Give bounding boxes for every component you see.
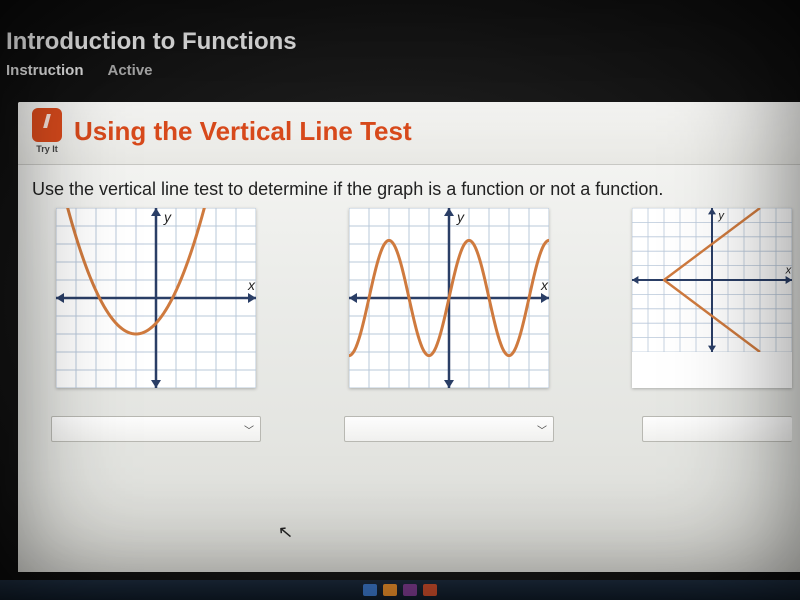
taskbar xyxy=(0,580,800,600)
graph-2: xy xyxy=(349,208,549,388)
nav-active[interactable]: Active xyxy=(108,62,153,79)
content-board: Try It Using the Vertical Line Test Use … xyxy=(18,102,800,572)
answer-dropdown-1[interactable]: ﹀ xyxy=(51,416,261,442)
svg-text:y: y xyxy=(717,210,725,222)
taskbar-app-icon[interactable] xyxy=(383,584,397,596)
answer-dropdown-3[interactable] xyxy=(642,416,792,442)
nav-instruction[interactable]: Instruction xyxy=(6,62,84,79)
cursor-icon: ↖ xyxy=(277,521,294,543)
taskbar-app-icon[interactable] xyxy=(403,584,417,596)
question-prompt: Use the vertical line test to determine … xyxy=(18,165,800,208)
graph-3: xy xyxy=(632,208,792,388)
svg-text:x: x xyxy=(540,277,549,293)
graph-1: xy xyxy=(56,208,256,388)
section-title: Using the Vertical Line Test xyxy=(74,116,412,147)
svg-text:y: y xyxy=(456,209,465,225)
svg-text:x: x xyxy=(247,277,256,293)
answer-dropdown-2[interactable]: ﹀ xyxy=(344,416,554,442)
tryit-badge: Try It xyxy=(32,108,62,154)
chevron-down-icon: ﹀ xyxy=(537,422,547,437)
svg-text:y: y xyxy=(163,209,172,225)
subnav: Instruction Active xyxy=(6,62,800,79)
tryit-icon xyxy=(32,108,62,142)
svg-text:x: x xyxy=(785,265,792,277)
tryit-label: Try It xyxy=(36,144,58,154)
taskbar-app-icon[interactable] xyxy=(363,584,377,596)
chevron-down-icon: ﹀ xyxy=(244,422,254,437)
taskbar-app-icon[interactable] xyxy=(423,584,437,596)
course-title: Introduction to Functions xyxy=(6,28,800,56)
